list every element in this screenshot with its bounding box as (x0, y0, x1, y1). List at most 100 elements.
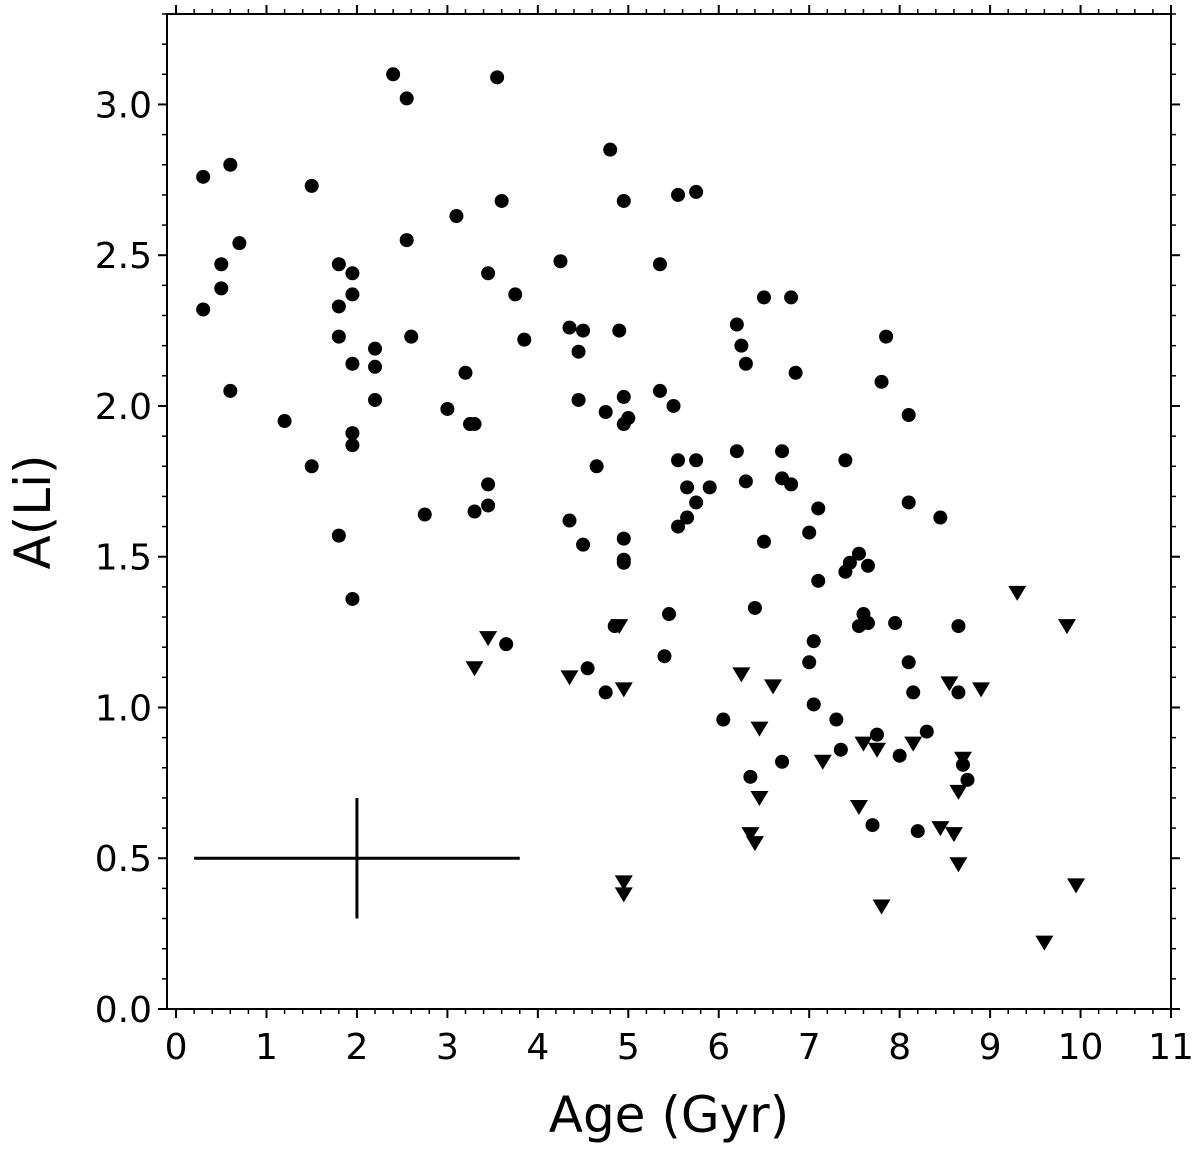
data-point-circle (851, 546, 866, 561)
x-tick-label: 7 (798, 1027, 821, 1068)
data-point-circle (892, 748, 907, 763)
representative-error-bar (194, 797, 520, 919)
data-point-circle (666, 398, 681, 413)
x-tick-label: 4 (526, 1027, 549, 1068)
data-point-circle (304, 178, 319, 193)
data-point-circle (440, 401, 455, 416)
data-point-upper-limit (732, 667, 751, 683)
data-point-upper-limit (465, 661, 484, 677)
data-point-upper-limit (854, 736, 873, 752)
data-point-circle (829, 712, 844, 727)
data-point-circle (304, 459, 319, 474)
data-point-circle (652, 383, 667, 398)
data-point-circle (901, 495, 916, 510)
data-point-circle (806, 697, 821, 712)
data-point-circle (223, 383, 238, 398)
data-point-circle (458, 365, 473, 380)
data-point-circle (743, 769, 758, 784)
data-point-circle (616, 193, 631, 208)
x-axis-label: Age (Gyr) (549, 1086, 790, 1144)
data-point-upper-limit (953, 751, 972, 767)
data-point-circle (331, 528, 346, 543)
data-point-upper-limit (1057, 619, 1076, 635)
data-point-upper-limit (904, 736, 923, 752)
data-point-circle (345, 266, 360, 281)
data-point-circle (331, 299, 346, 314)
data-point-circle (481, 477, 496, 492)
data-point-circle (951, 685, 966, 700)
data-point-upper-limit (813, 754, 832, 770)
data-point-upper-limit (1008, 585, 1027, 601)
y-tick-label: 1.5 (95, 538, 152, 579)
data-point-circle (775, 444, 790, 459)
data-point-circle (467, 504, 482, 519)
data-point-circle (553, 254, 568, 269)
plot-frame (166, 13, 1172, 1010)
x-tick-label: 2 (345, 1027, 368, 1068)
data-point-circle (811, 573, 826, 588)
data-point-circle (196, 169, 211, 184)
data-point-circle (689, 495, 704, 510)
data-point-upper-limit (560, 670, 579, 686)
data-point-circle (910, 824, 925, 839)
data-point-circle (345, 426, 360, 441)
data-point-upper-limit (949, 784, 968, 800)
data-point-circle (933, 510, 948, 525)
data-point-circle (747, 600, 762, 615)
data-point-circle (404, 329, 419, 344)
data-point-circle (860, 616, 875, 631)
data-point-circle (621, 411, 636, 426)
data-point-circle (729, 444, 744, 459)
data-point-circle (874, 374, 889, 389)
data-point-circle (806, 634, 821, 649)
data-point-circle (906, 685, 921, 700)
data-point-circle (951, 619, 966, 634)
data-point-circle (603, 142, 618, 157)
x-tick-label: 10 (1058, 1027, 1104, 1068)
data-point-circle (345, 287, 360, 302)
data-point-circle (612, 323, 627, 338)
y-tick-label: 0.0 (95, 990, 152, 1031)
data-point-circle (784, 290, 799, 305)
data-point-upper-limit (849, 799, 868, 815)
data-point-upper-limit (949, 857, 968, 873)
data-point-circle (888, 616, 903, 631)
data-point-circle (386, 67, 401, 82)
x-tick-label: 9 (979, 1027, 1002, 1068)
data-point-circle (788, 365, 803, 380)
data-point-circle (571, 392, 586, 407)
data-point-upper-limit (750, 721, 769, 737)
data-point-circle (399, 91, 414, 106)
data-point-upper-limit (745, 836, 764, 852)
x-tick-label: 6 (707, 1027, 730, 1068)
data-point-circle (562, 513, 577, 528)
data-point-circle (598, 405, 613, 419)
data-point-circle (738, 356, 753, 371)
data-point-circle (481, 266, 496, 281)
data-point-upper-limit (972, 682, 991, 698)
data-point-circle (833, 742, 848, 757)
data-point-circle (716, 712, 731, 727)
data-point-circle (680, 480, 695, 495)
data-point-circle (223, 157, 238, 172)
data-point-upper-limit (868, 742, 887, 758)
data-point-upper-limit (479, 631, 498, 647)
data-point-circle (784, 477, 799, 492)
x-tick-label: 3 (436, 1027, 459, 1068)
data-point-circle (702, 480, 717, 495)
x-tick-label: 11 (1148, 1027, 1194, 1068)
data-point-circle (689, 184, 704, 199)
data-point-circle (562, 320, 577, 335)
data-point-circle (756, 534, 771, 549)
y-tick-label: 0.5 (95, 839, 152, 880)
data-point-circle (494, 193, 509, 208)
x-tick-label: 8 (888, 1027, 911, 1068)
data-point-circle (345, 438, 360, 453)
data-point-circle (652, 257, 667, 272)
data-point-circle (729, 317, 744, 332)
data-point-circle (481, 498, 496, 513)
data-point-circle (576, 537, 591, 552)
data-point-circle (214, 281, 229, 296)
data-point-circle (657, 649, 672, 664)
